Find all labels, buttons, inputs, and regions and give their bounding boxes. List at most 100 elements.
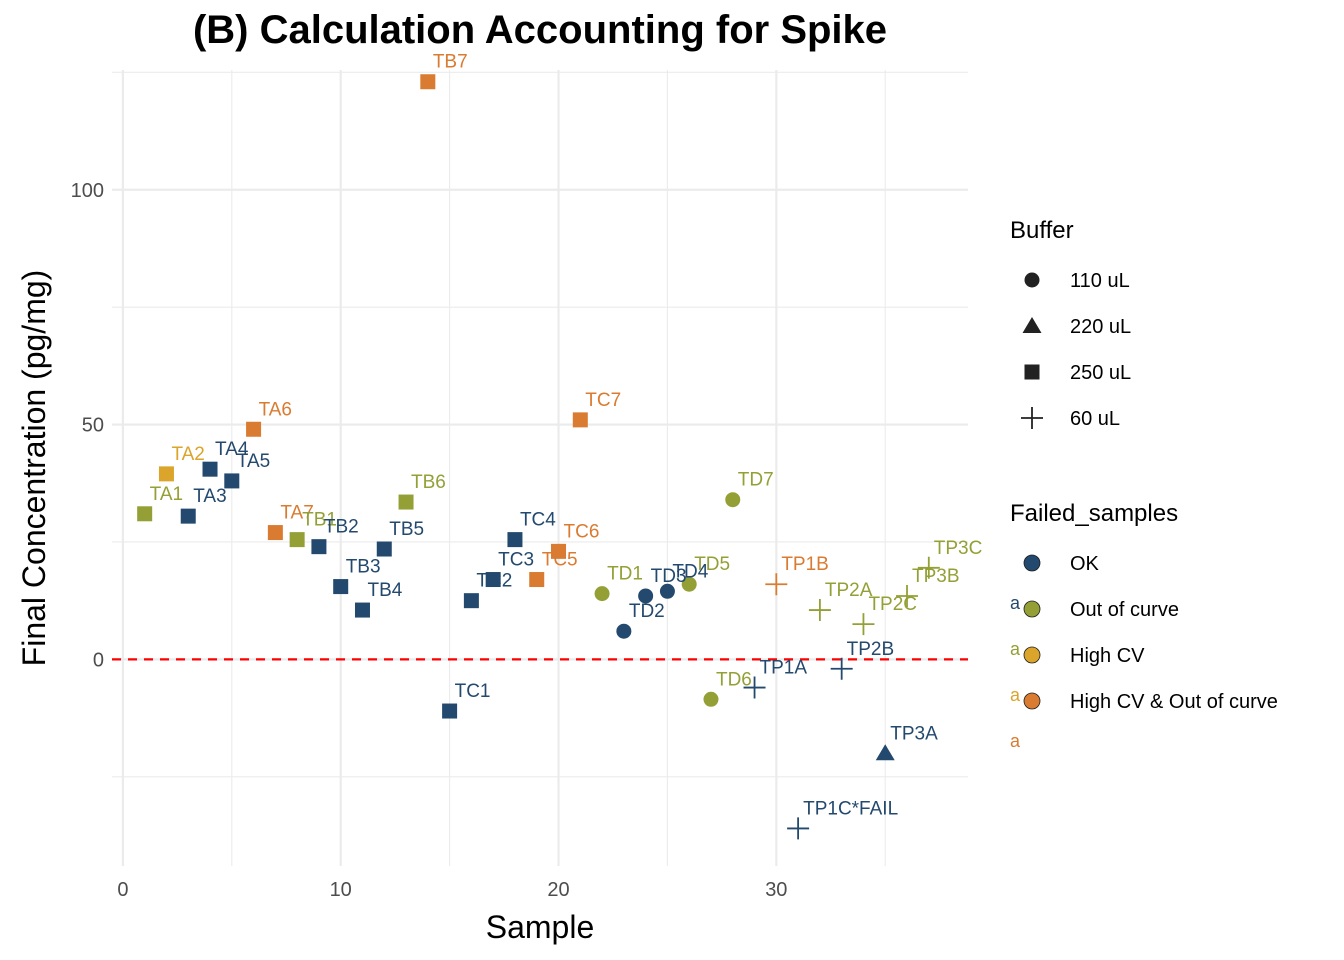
- data-point: [485, 572, 501, 588]
- x-tick-label: 30: [765, 879, 787, 901]
- data-point: [917, 556, 940, 579]
- point-label: TC7: [585, 390, 621, 411]
- legend-failed-label: OK: [1070, 553, 1100, 575]
- point-label: TA7: [280, 503, 313, 524]
- data-point: [180, 508, 196, 524]
- point-label: TA4: [215, 439, 249, 460]
- legend-buffer: Buffer 110 uL 220 uL 250 uL 60 uL: [1010, 217, 1131, 430]
- x-tick-label: 0: [117, 879, 128, 901]
- point-label: TC4: [520, 510, 556, 531]
- grid: [112, 70, 968, 866]
- data-point: [852, 613, 875, 636]
- legend-key-text: a: [1010, 685, 1021, 705]
- point-label: TC3: [498, 550, 534, 571]
- legend-buffer-key: [1024, 272, 1040, 288]
- data-point: [765, 573, 788, 596]
- point-label: TD1: [607, 564, 643, 585]
- data-point: [333, 579, 349, 595]
- point-label: TP1C*FAIL: [803, 798, 898, 819]
- data-point: [830, 657, 853, 680]
- data-point: [681, 576, 697, 592]
- legend-failed-key: [1023, 692, 1041, 710]
- point-label: TC2: [476, 571, 512, 592]
- data-point: [463, 593, 479, 609]
- legend-key-text: a: [1010, 593, 1021, 613]
- point-label: TC5: [542, 550, 578, 571]
- point-label: TC1: [455, 681, 491, 702]
- data-point: [442, 703, 458, 719]
- point-label: TP2C: [868, 594, 917, 615]
- y-tick-label: 0: [93, 649, 104, 671]
- data-point: [743, 676, 766, 699]
- y-axis-title: Final Concentration (pg/mg): [16, 270, 52, 667]
- legend-buffer-title: Buffer: [1010, 217, 1074, 244]
- legend-buffer-key: [1022, 317, 1042, 333]
- data-point: [354, 602, 370, 618]
- point-label: TC6: [564, 521, 600, 542]
- data-point: [896, 584, 919, 607]
- x-axis-title: Sample: [486, 909, 595, 945]
- point-label: TB5: [389, 519, 424, 540]
- point-label: TD2: [629, 601, 665, 622]
- y-tick-label: 100: [71, 180, 104, 202]
- data-point: [376, 541, 392, 557]
- data-point: [420, 74, 436, 90]
- legend-key-text: a: [1010, 731, 1021, 751]
- data-point: [267, 525, 283, 541]
- point-label: TD7: [738, 470, 774, 491]
- data-point: [808, 599, 831, 622]
- point-label: TD3: [651, 566, 687, 587]
- point-label: TP2B: [847, 639, 895, 660]
- legend-failed-key: [1023, 646, 1041, 664]
- chart-title: (B) Calculation Accounting for Spike: [192, 8, 888, 52]
- point-label: TA3: [193, 486, 226, 507]
- data-point: [202, 461, 218, 477]
- point-label: TD5: [694, 554, 730, 575]
- point-label: TA2: [171, 444, 204, 465]
- data-point: [137, 506, 153, 522]
- data-points: [137, 74, 940, 840]
- data-point: [787, 817, 810, 840]
- data-point: [246, 421, 262, 437]
- legend-buffer-label: 250 uL: [1070, 362, 1131, 384]
- point-label: TB1: [302, 510, 337, 531]
- legend-failed-key: [1023, 600, 1041, 618]
- legend-buffer-key: [1021, 407, 1043, 429]
- data-point: [398, 494, 414, 510]
- point-label: TA6: [259, 399, 292, 420]
- y-tick-label: 50: [82, 415, 104, 437]
- legend-failed-label: Out of curve: [1070, 599, 1179, 621]
- data-point: [638, 588, 654, 604]
- point-label: TP3B: [912, 566, 960, 587]
- legend-failed-label: High CV & Out of curve: [1070, 691, 1278, 713]
- data-point: [311, 539, 327, 555]
- point-label: TD4: [672, 561, 708, 582]
- legend-buffer-label: 60 uL: [1070, 408, 1120, 430]
- point-label: TB4: [367, 580, 402, 601]
- data-point: [224, 473, 240, 489]
- legend-failed-title: Failed_samples: [1010, 500, 1178, 527]
- x-tick-label: 20: [547, 879, 569, 901]
- legend-buffer-label: 110 uL: [1070, 270, 1130, 292]
- point-label: TA5: [237, 451, 270, 472]
- point-label: TB3: [346, 557, 381, 578]
- data-point: [703, 691, 719, 707]
- data-point: [875, 744, 895, 761]
- legend-buffer-key: [1024, 364, 1040, 380]
- data-point: [659, 583, 675, 599]
- data-point: [289, 532, 305, 548]
- point-label: TP1A: [760, 658, 808, 679]
- data-point: [551, 543, 567, 559]
- x-tick-label: 10: [330, 879, 352, 901]
- data-point: [507, 532, 523, 548]
- point-label: TP1B: [781, 554, 829, 575]
- point-label: TB2: [324, 517, 359, 538]
- point-label: TP2A: [825, 580, 873, 601]
- point-label: TB7: [433, 52, 468, 73]
- data-point: [725, 492, 741, 508]
- data-point: [616, 623, 632, 639]
- point-label: TD6: [716, 669, 752, 690]
